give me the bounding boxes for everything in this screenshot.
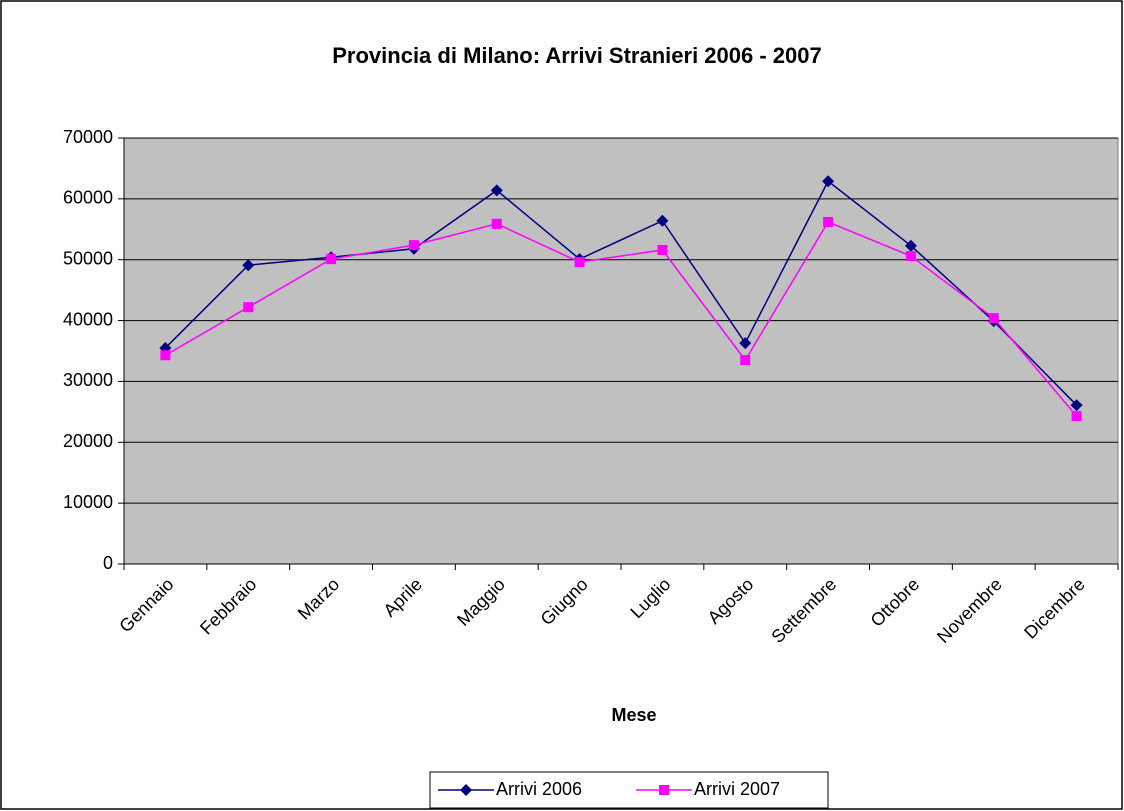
marker bbox=[988, 313, 999, 324]
marker bbox=[243, 302, 254, 313]
marker bbox=[574, 257, 585, 268]
y-tick-label: 0 bbox=[103, 553, 113, 573]
y-tick-label: 10000 bbox=[63, 492, 113, 512]
marker bbox=[739, 337, 752, 350]
marker bbox=[160, 350, 171, 361]
marker bbox=[490, 184, 503, 197]
legend-marker bbox=[460, 784, 472, 796]
legend-box bbox=[429, 771, 829, 809]
marker bbox=[905, 251, 916, 262]
legend-marker bbox=[659, 785, 669, 795]
y-tick-label: 20000 bbox=[63, 431, 113, 451]
legend-label: Arrivi 2006 bbox=[496, 779, 582, 799]
marker bbox=[822, 175, 835, 188]
series-line bbox=[164, 180, 1078, 406]
marker bbox=[657, 244, 668, 255]
marker bbox=[1071, 411, 1082, 422]
marker bbox=[491, 218, 502, 229]
marker bbox=[408, 240, 419, 251]
chart-title: Provincia di Milano: Arrivi Stranieri 20… bbox=[332, 43, 822, 68]
series-line bbox=[165, 221, 1078, 417]
y-tick-label: 30000 bbox=[63, 370, 113, 390]
y-tick-label: 60000 bbox=[63, 188, 113, 208]
marker bbox=[326, 254, 337, 265]
y-tick-label: 70000 bbox=[63, 127, 113, 147]
marker bbox=[823, 216, 834, 227]
marker bbox=[1070, 399, 1083, 412]
y-tick-label: 50000 bbox=[63, 248, 113, 268]
plot-area bbox=[123, 137, 1119, 565]
y-tick-label: 40000 bbox=[63, 309, 113, 329]
x-axis-title: Mese bbox=[611, 705, 656, 725]
legend-label: Arrivi 2007 bbox=[694, 779, 780, 799]
marker bbox=[740, 355, 751, 366]
marker bbox=[904, 239, 917, 252]
marker bbox=[656, 214, 669, 227]
marker bbox=[242, 259, 255, 272]
